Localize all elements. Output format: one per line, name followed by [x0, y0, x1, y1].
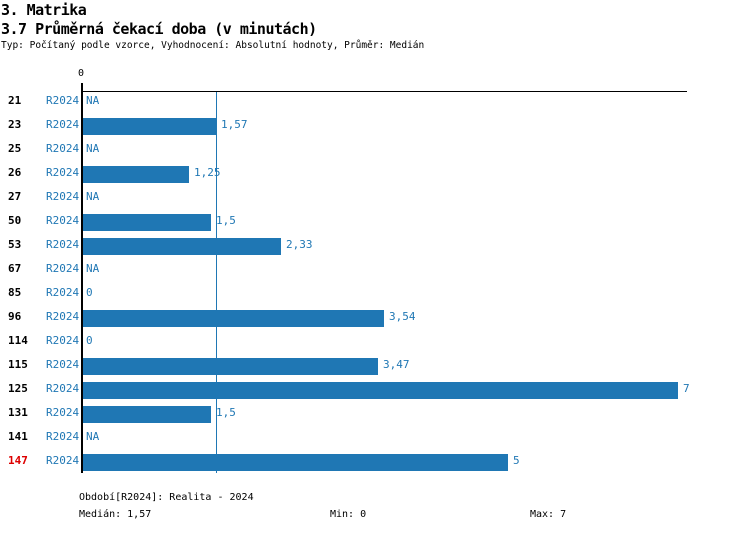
- bar: [83, 214, 211, 231]
- bar: [83, 406, 211, 423]
- bar-value-label: NA: [86, 190, 100, 203]
- x-axis-line: [82, 91, 687, 92]
- footer-min-label: Min: 0: [330, 509, 367, 520]
- row-category-label: 53: [8, 238, 22, 251]
- bar-value-label: 1,5: [216, 406, 236, 419]
- row-period-label: R2024: [46, 310, 80, 323]
- row-period-label: R2024: [46, 430, 80, 443]
- row-category-label: 147: [8, 454, 28, 467]
- row-category-label: 115: [8, 358, 28, 371]
- row-category-label: 26: [8, 166, 22, 179]
- bar-value-label: 0: [86, 334, 93, 347]
- bar-value-label: 3,54: [389, 310, 416, 323]
- row-category-label: 85: [8, 286, 22, 299]
- footer-period-label: Období[R2024]: Realita - 2024: [79, 492, 254, 503]
- chart-meta-line: Typ: Počítaný podle vzorce, Vyhodnocení:…: [1, 40, 425, 51]
- bar: [83, 310, 384, 327]
- bar-value-label: 7: [683, 382, 690, 395]
- row-category-label: 141: [8, 430, 28, 443]
- row-category-label: 23: [8, 118, 22, 131]
- bar-value-label: 5: [513, 454, 520, 467]
- row-category-label: 96: [8, 310, 22, 323]
- row-period-label: R2024: [46, 406, 80, 419]
- row-period-label: R2024: [46, 358, 80, 371]
- bar-value-label: 1,57: [221, 118, 248, 131]
- bar-value-label: 3,47: [383, 358, 410, 371]
- row-category-label: 67: [8, 262, 22, 275]
- row-category-label: 114: [8, 334, 28, 347]
- row-category-label: 125: [8, 382, 28, 395]
- zero-axis-line: [81, 83, 83, 473]
- row-period-label: R2024: [46, 142, 80, 155]
- bar-value-label: NA: [86, 262, 100, 275]
- bar-value-label: 1,25: [194, 166, 221, 179]
- bar: [83, 166, 189, 183]
- bar-value-label: NA: [86, 142, 100, 155]
- row-period-label: R2024: [46, 334, 80, 347]
- row-period-label: R2024: [46, 118, 80, 131]
- row-period-label: R2024: [46, 166, 80, 179]
- bar-value-label: 1,5: [216, 214, 236, 227]
- bar: [83, 238, 281, 255]
- row-period-label: R2024: [46, 238, 80, 251]
- row-category-label: 21: [8, 94, 22, 107]
- bar-value-label: 2,33: [286, 238, 313, 251]
- footer-median-label: Medián: 1,57: [79, 509, 152, 520]
- bar: [83, 358, 378, 375]
- page-title: 3. Matrika: [1, 1, 87, 19]
- bar: [83, 118, 216, 135]
- x-axis-tick-label: 0: [78, 68, 85, 79]
- bar: [83, 382, 678, 399]
- bar-value-label: NA: [86, 94, 100, 107]
- row-category-label: 50: [8, 214, 22, 227]
- row-period-label: R2024: [46, 454, 80, 467]
- row-period-label: R2024: [46, 190, 80, 203]
- row-category-label: 131: [8, 406, 28, 419]
- row-category-label: 25: [8, 142, 22, 155]
- bar-value-label: NA: [86, 430, 100, 443]
- row-period-label: R2024: [46, 382, 80, 395]
- row-period-label: R2024: [46, 94, 80, 107]
- row-category-label: 27: [8, 190, 22, 203]
- row-period-label: R2024: [46, 262, 80, 275]
- row-period-label: R2024: [46, 286, 80, 299]
- median-reference-line: [216, 92, 217, 473]
- bar: [83, 454, 508, 471]
- bar-value-label: 0: [86, 286, 93, 299]
- chart-title: 3.7 Průměrná čekací doba (v minutách): [1, 20, 317, 38]
- row-period-label: R2024: [46, 214, 80, 227]
- footer-max-label: Max: 7: [530, 509, 567, 520]
